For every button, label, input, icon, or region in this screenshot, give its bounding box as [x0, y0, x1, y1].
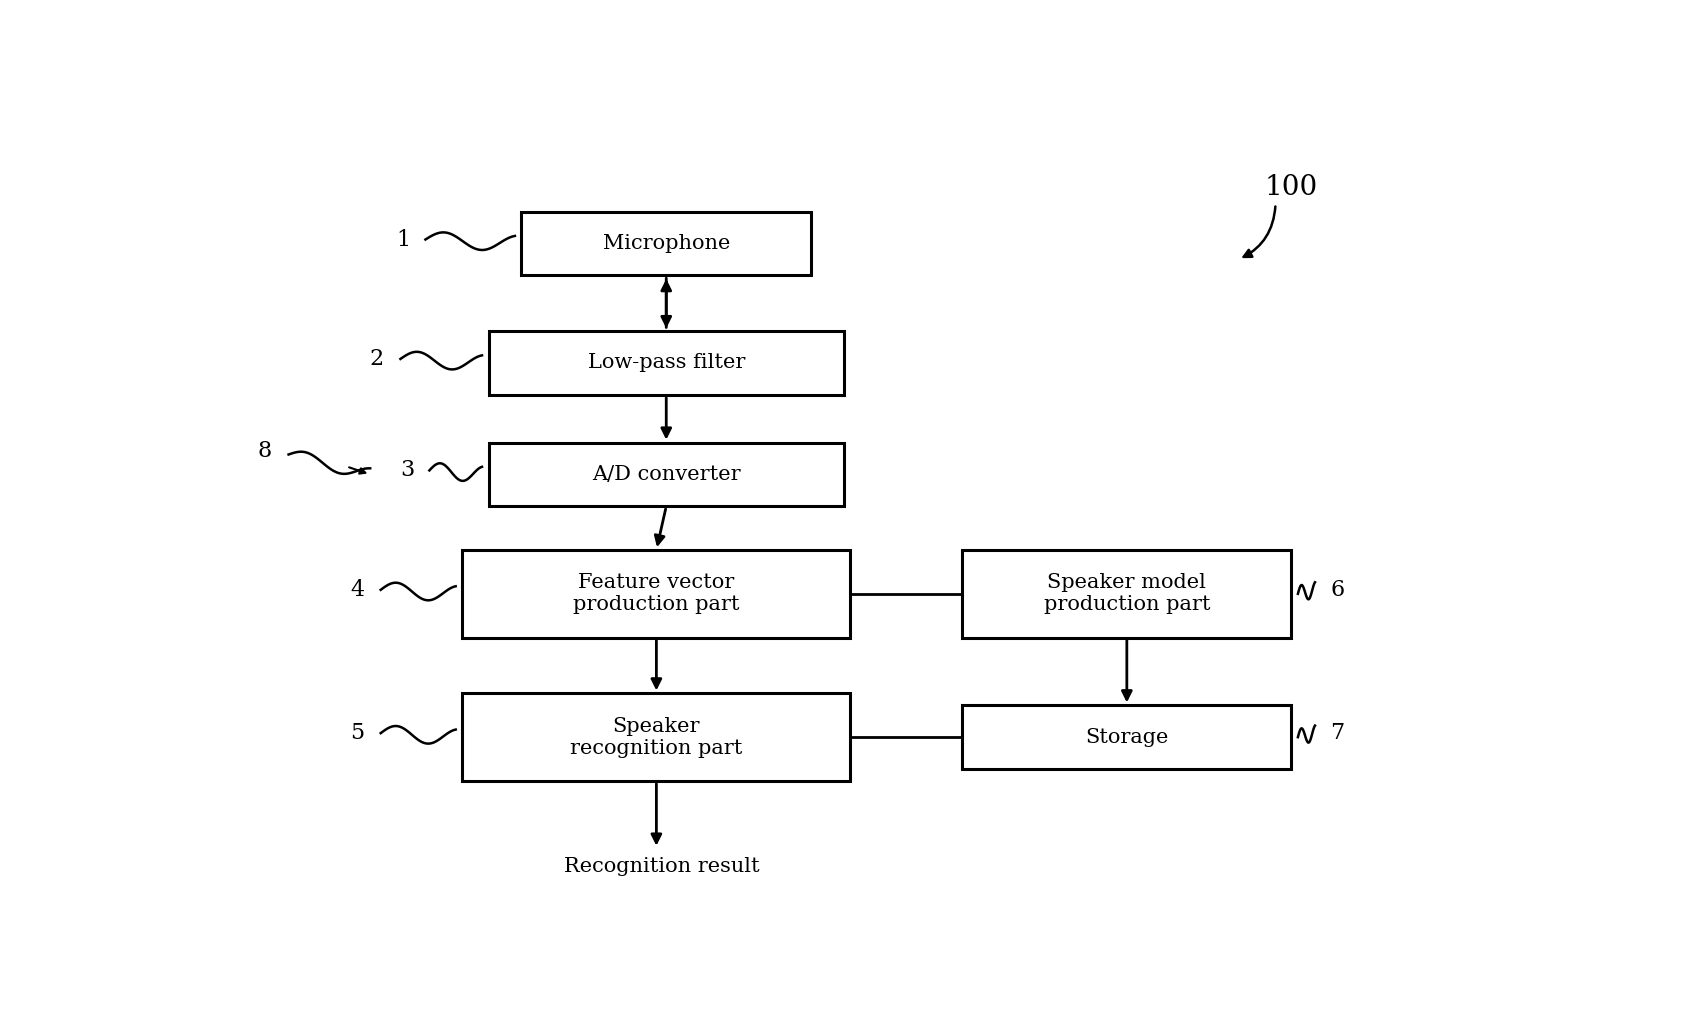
Bar — [489, 443, 844, 507]
Text: Low-pass filter: Low-pass filter — [588, 354, 745, 372]
Bar — [963, 705, 1290, 769]
Text: Feature vector
production part: Feature vector production part — [574, 573, 740, 614]
Text: Speaker model
production part: Speaker model production part — [1044, 573, 1211, 614]
Text: Recognition result: Recognition result — [564, 856, 761, 876]
Text: A/D converter: A/D converter — [593, 465, 740, 484]
Text: 100: 100 — [1265, 175, 1318, 202]
Text: 2: 2 — [370, 348, 384, 370]
Text: 7: 7 — [1330, 722, 1345, 744]
Text: Microphone: Microphone — [603, 234, 730, 253]
Text: 8: 8 — [258, 439, 272, 461]
Text: Storage: Storage — [1085, 728, 1168, 747]
Text: 4: 4 — [350, 579, 363, 601]
Bar — [489, 331, 844, 395]
Text: 1: 1 — [396, 229, 411, 250]
Text: 5: 5 — [350, 722, 363, 744]
Bar — [963, 550, 1290, 638]
Text: 6: 6 — [1330, 579, 1345, 601]
Bar — [462, 550, 851, 638]
Bar — [462, 694, 851, 781]
Text: Speaker
recognition part: Speaker recognition part — [571, 717, 742, 758]
Text: 3: 3 — [401, 459, 414, 482]
Bar — [521, 212, 812, 275]
